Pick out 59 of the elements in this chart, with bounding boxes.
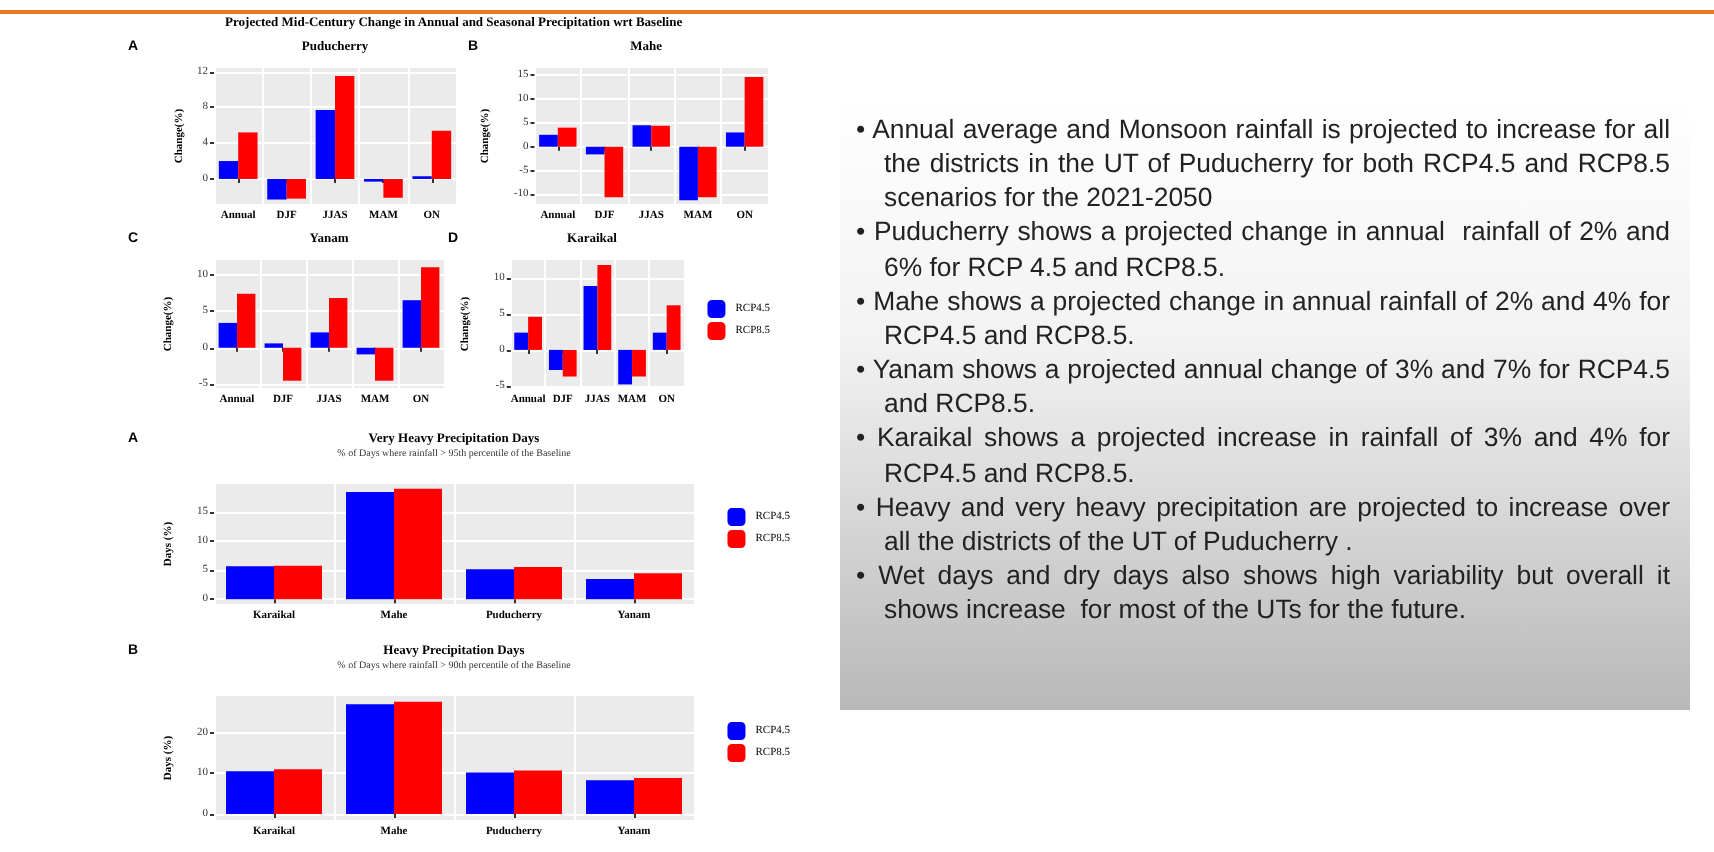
text: • Heavy and very heavy precipitation are projected to increase over all the districts of the UT of Puducherry . <box>854 489 1670 559</box>
bar <box>283 347 302 381</box>
bar <box>466 772 514 814</box>
bar <box>286 178 306 199</box>
bar <box>335 76 355 179</box>
bar <box>237 293 256 348</box>
bar <box>226 566 274 600</box>
bar <box>315 110 335 179</box>
bar <box>585 146 605 155</box>
bar <box>218 161 239 179</box>
bar <box>310 332 329 348</box>
text: • Karaikal shows a projected increase in rainfall of 3% and 4% for RCP4.5 and RCP8.5. <box>854 420 1670 490</box>
text: • Mahe shows a projected change in annual rainfall of 2% and 4% for RCP4.5 and RCP8.5. <box>854 283 1670 353</box>
bar <box>402 300 421 348</box>
bar <box>431 130 452 179</box>
bar <box>274 769 322 814</box>
bar <box>226 771 274 814</box>
bar <box>634 778 682 814</box>
bar <box>346 492 394 600</box>
bar <box>466 569 514 600</box>
bar <box>548 349 563 371</box>
bar <box>329 298 348 348</box>
bar <box>267 178 287 200</box>
bar <box>632 349 646 377</box>
bar <box>557 127 577 147</box>
bar <box>697 146 717 198</box>
bar <box>651 125 670 147</box>
bar <box>514 332 529 350</box>
bar <box>394 488 442 600</box>
bar <box>421 267 440 348</box>
bar <box>218 322 237 348</box>
bar <box>394 701 442 814</box>
text: • Puducherry shows a projected change in annual rainfall of 2% and 6% for RCP 4.5 and RCP8.5. <box>854 214 1670 284</box>
bar <box>375 347 394 381</box>
bar <box>618 349 633 385</box>
bar <box>274 565 322 600</box>
bar <box>725 132 745 147</box>
bar <box>666 305 681 350</box>
text: • Wet days and dry days also shows high variability but overall it shows increase for most of the UTs for the future. <box>854 558 1670 627</box>
bar <box>744 77 764 147</box>
text: • Annual average and Monsoon rainfall is projected to increase for all the districts in the UT of Puducherry for both RCP4.5 and RCP8.5 scenarios for the 2021-2050 <box>854 112 1670 215</box>
bar <box>383 178 403 198</box>
bar <box>634 573 682 600</box>
text: • Yanam shows a projected annual change of 3% and 7% for RCP4.5 and RCP8.5. <box>854 352 1670 421</box>
bar <box>238 132 258 179</box>
bar <box>528 316 542 350</box>
bar <box>583 285 598 350</box>
bar <box>586 579 634 600</box>
bar <box>597 265 612 350</box>
bar <box>514 566 562 600</box>
bar <box>539 134 558 147</box>
bar <box>586 780 634 814</box>
bar <box>679 146 698 201</box>
bar <box>604 146 624 198</box>
bar <box>514 770 562 814</box>
bar <box>346 704 394 814</box>
bar <box>632 125 652 147</box>
bar <box>562 349 577 377</box>
bar <box>652 332 667 350</box>
